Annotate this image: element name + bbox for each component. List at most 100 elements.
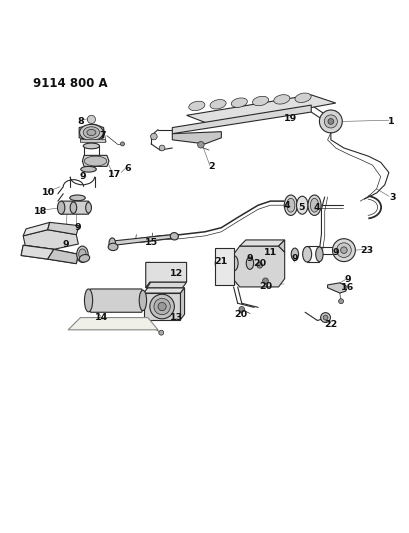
- Polygon shape: [145, 282, 186, 288]
- Circle shape: [332, 239, 355, 262]
- Circle shape: [158, 330, 163, 335]
- Polygon shape: [144, 288, 184, 293]
- Text: 23: 23: [359, 246, 372, 255]
- Ellipse shape: [294, 93, 310, 102]
- Polygon shape: [58, 201, 91, 214]
- Ellipse shape: [188, 101, 204, 111]
- Text: 1: 1: [387, 117, 393, 126]
- Polygon shape: [47, 249, 78, 264]
- Polygon shape: [21, 245, 78, 264]
- Polygon shape: [278, 240, 284, 252]
- Ellipse shape: [315, 247, 322, 262]
- Ellipse shape: [76, 246, 88, 262]
- Ellipse shape: [286, 198, 294, 212]
- Ellipse shape: [170, 232, 178, 240]
- Ellipse shape: [229, 255, 238, 271]
- Polygon shape: [215, 248, 233, 285]
- Text: 20: 20: [253, 259, 266, 268]
- Text: 9: 9: [332, 248, 338, 257]
- Circle shape: [157, 302, 166, 311]
- Text: 22: 22: [324, 320, 337, 329]
- Ellipse shape: [79, 249, 86, 260]
- Ellipse shape: [64, 206, 80, 212]
- Ellipse shape: [85, 203, 91, 213]
- Text: 2: 2: [207, 162, 214, 171]
- Ellipse shape: [302, 246, 311, 262]
- Text: 15: 15: [145, 238, 158, 247]
- Circle shape: [149, 294, 174, 319]
- Text: 13: 13: [169, 313, 182, 322]
- Text: 5: 5: [298, 203, 304, 212]
- Circle shape: [256, 262, 262, 268]
- Text: 9: 9: [63, 240, 69, 249]
- Polygon shape: [145, 262, 149, 288]
- Polygon shape: [47, 222, 79, 235]
- Text: 10: 10: [42, 188, 55, 197]
- Circle shape: [322, 315, 327, 320]
- Text: 20: 20: [258, 282, 272, 292]
- Text: 4: 4: [283, 201, 289, 209]
- Bar: [80, 139, 105, 142]
- Ellipse shape: [84, 289, 92, 312]
- Polygon shape: [111, 235, 175, 245]
- Ellipse shape: [79, 124, 103, 141]
- Ellipse shape: [79, 255, 90, 262]
- Ellipse shape: [87, 130, 96, 135]
- Polygon shape: [86, 289, 144, 312]
- Text: 21: 21: [214, 257, 227, 265]
- Text: 20: 20: [234, 310, 247, 319]
- Text: 9: 9: [74, 223, 81, 232]
- Circle shape: [327, 118, 333, 124]
- Text: 17: 17: [108, 171, 121, 180]
- Polygon shape: [79, 124, 103, 141]
- Polygon shape: [23, 230, 78, 249]
- Ellipse shape: [83, 143, 99, 149]
- Text: 4: 4: [313, 203, 320, 212]
- Circle shape: [197, 141, 204, 148]
- Polygon shape: [233, 246, 284, 287]
- Ellipse shape: [108, 243, 118, 251]
- Ellipse shape: [283, 195, 297, 215]
- Circle shape: [336, 243, 351, 257]
- Text: 3: 3: [389, 192, 395, 201]
- Ellipse shape: [307, 195, 320, 215]
- Ellipse shape: [209, 100, 226, 109]
- Polygon shape: [23, 222, 49, 236]
- Ellipse shape: [70, 195, 85, 201]
- Ellipse shape: [273, 95, 289, 104]
- Polygon shape: [327, 283, 345, 293]
- Circle shape: [324, 115, 337, 128]
- Ellipse shape: [139, 290, 146, 311]
- Text: 7: 7: [99, 131, 106, 140]
- Polygon shape: [145, 262, 186, 288]
- Polygon shape: [144, 293, 180, 320]
- Polygon shape: [180, 288, 184, 320]
- Ellipse shape: [81, 166, 96, 172]
- Circle shape: [150, 133, 157, 140]
- Text: 16: 16: [341, 283, 354, 292]
- Circle shape: [153, 298, 170, 314]
- Ellipse shape: [83, 127, 99, 138]
- Circle shape: [120, 142, 124, 146]
- Text: 14: 14: [95, 313, 108, 322]
- Circle shape: [87, 115, 95, 124]
- Polygon shape: [172, 105, 310, 134]
- Circle shape: [320, 313, 330, 322]
- Polygon shape: [82, 155, 109, 166]
- Polygon shape: [21, 245, 54, 259]
- Text: 9: 9: [246, 254, 253, 263]
- Text: 11: 11: [263, 248, 276, 257]
- Ellipse shape: [246, 257, 253, 269]
- Ellipse shape: [70, 202, 76, 213]
- Ellipse shape: [231, 98, 247, 107]
- Circle shape: [340, 247, 346, 253]
- Circle shape: [262, 278, 267, 284]
- Ellipse shape: [290, 248, 298, 261]
- Ellipse shape: [109, 238, 115, 248]
- Ellipse shape: [215, 256, 222, 271]
- Text: 9: 9: [291, 254, 297, 263]
- Text: 18: 18: [34, 207, 47, 216]
- Text: 9: 9: [344, 275, 351, 284]
- Text: 9114 800 A: 9114 800 A: [33, 77, 108, 90]
- Circle shape: [319, 110, 342, 133]
